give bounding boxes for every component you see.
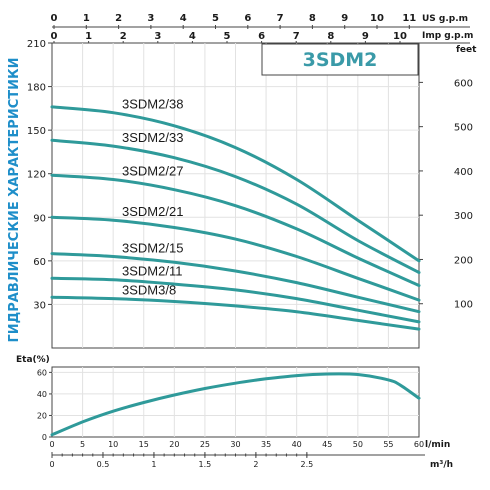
head-curve-3sdm3-8: [50, 295, 421, 331]
lmin-tick-label: 15: [139, 440, 149, 449]
eta-tick-label: 40: [37, 390, 47, 399]
us-gpm-tick-label: 9: [341, 13, 348, 24]
head-tick-label: 180: [27, 83, 46, 94]
lmin-tick-label: 45: [322, 440, 332, 449]
lmin-tick-label: 50: [353, 440, 363, 449]
imp-gpm-tick-label: 5: [224, 31, 231, 42]
eta-tick-label: 0: [42, 433, 47, 442]
vertical-title: ГИДРАВЛИЧЕСКИЕ ХАРАКТЕРИСТИКИ: [7, 57, 22, 342]
lmin-tick-label: 0: [49, 440, 54, 449]
head-tick-label: 120: [27, 170, 46, 181]
lmin-tick-label: 60: [414, 440, 424, 449]
head-curve-3sdm2-15: [50, 252, 421, 314]
head-tick-label: 30: [33, 300, 46, 311]
lmin-tick-label: 5: [80, 440, 85, 449]
curve-label: 3SDM2/21: [122, 204, 183, 219]
m3h-unit: m³/h: [430, 460, 453, 470]
m3h-tick-label: 1.5: [199, 460, 212, 469]
head-tick-label: 210: [27, 39, 46, 50]
imp-gpm-tick-label: 4: [189, 31, 196, 42]
head-tick-label: 60: [33, 257, 46, 268]
us-gpm-unit: US g.p.m: [422, 14, 468, 24]
us-gpm-tick-label: 4: [180, 13, 187, 24]
us-gpm-tick-label: 3: [147, 13, 154, 24]
lmin-tick-label: 10: [108, 440, 118, 449]
lmin-tick-label: 20: [169, 440, 179, 449]
m3h-axis: 0 0.5 1 1.5 2 2.5: [49, 452, 425, 469]
curve-label: 3SDM2/15: [122, 241, 183, 256]
us-gpm-tick-label: 7: [277, 13, 284, 24]
us-gpm-tick-label: 0: [51, 13, 58, 24]
head-curve-3sdm2-33: [50, 138, 421, 274]
us-gpm-tick-label: 6: [244, 13, 251, 24]
imp-gpm-unit: Imp g.p.m: [422, 31, 473, 41]
curve-label: 3SDM3/8: [122, 283, 176, 298]
feet-tick-label: 500: [454, 123, 473, 134]
head-tick-label: 150: [27, 126, 46, 137]
lmin-tick-label: 55: [383, 440, 393, 449]
model-title-box: [261, 43, 419, 76]
head-curve-3sdm2-11: [50, 276, 421, 324]
m3h-tick-label: 1: [151, 460, 156, 469]
head-tick-label: 90: [33, 213, 46, 224]
lmin-axis: 0 5 10 15 20 25 30 35 40 45 50 55 60: [49, 440, 424, 449]
head-curve-3sdm2-21: [50, 215, 421, 302]
imp-gpm-tick-label: 9: [362, 31, 369, 42]
m3h-tick-label: 0.5: [97, 460, 110, 469]
imp-gpm-tick-label: 7: [293, 31, 300, 42]
imp-gpm-tick-label: 6: [258, 31, 265, 42]
feet-tick-label: 400: [454, 167, 473, 178]
curve-label: 3SDM2/33: [122, 130, 183, 145]
lmin-tick-label: 25: [200, 440, 210, 449]
us-gpm-tick-label: 10: [370, 13, 384, 24]
curve-label: 3SDM2/38: [122, 97, 183, 112]
head-curves: [50, 105, 421, 331]
m3h-tick-label: 0: [49, 460, 54, 469]
m3h-tick-label: 2: [253, 460, 258, 469]
lmin-tick-label: 35: [261, 440, 271, 449]
curve-label: 3SDM2/11: [122, 264, 182, 279]
feet-tick-label: 200: [454, 255, 473, 266]
feet-right-axis: 100 200 300 400 500 600: [419, 78, 473, 311]
us-gpm-tick-label: 1: [83, 13, 90, 24]
us-gpm-tick-label: 8: [309, 13, 316, 24]
imp-gpm-tick-label: 0: [51, 31, 58, 42]
imp-gpm-tick-label: 8: [327, 31, 334, 42]
feet-tick-label: 300: [454, 211, 473, 222]
head-left-axis: 30 60 90 120 150 180 210: [27, 39, 52, 311]
efficiency-grid: [52, 367, 419, 437]
model-title: 3SDM2: [303, 49, 378, 71]
us-gpm-tick-label: 5: [212, 13, 219, 24]
curve-labels: 3SDM2/38 3SDM2/33 3SDM2/27 3SDM2/21 3SDM2/15…: [122, 97, 183, 298]
eta-tick-label: 60: [37, 368, 47, 377]
lmin-unit: l/min: [425, 440, 450, 450]
head-curve-3sdm2-38: [50, 105, 421, 263]
eta-tick-label: 20: [37, 411, 47, 420]
m3h-tick-label: 2.5: [300, 460, 313, 469]
feet-unit: feet: [456, 45, 477, 55]
imp-gpm-tick-label: 10: [393, 31, 407, 42]
top-flow-axes: 0 1 2 3 4 5 6 7 8 9 10 110 1 2 3 4 5 6 7 8 9 10: [51, 13, 470, 45]
efficiency-curve: [50, 372, 421, 437]
head-curve-3sdm2-27: [50, 173, 421, 287]
imp-gpm-tick-label: 1: [85, 31, 92, 42]
us-gpm-tick-label: 2: [115, 13, 122, 24]
eta-unit: Eta(%): [16, 355, 50, 365]
lmin-tick-label: 30: [230, 440, 240, 449]
imp-gpm-tick-label: 3: [154, 31, 161, 42]
feet-tick-label: 600: [454, 78, 473, 89]
us-gpm-tick-label: 11: [402, 13, 416, 24]
efficiency-axis: 0 20 40 60: [37, 368, 52, 442]
efficiency-curve-group: [50, 372, 421, 437]
feet-tick-label: 100: [454, 300, 473, 311]
curve-label: 3SDM2/27: [122, 164, 183, 179]
imp-gpm-tick-label: 2: [120, 31, 127, 42]
lmin-tick-label: 40: [292, 440, 302, 449]
